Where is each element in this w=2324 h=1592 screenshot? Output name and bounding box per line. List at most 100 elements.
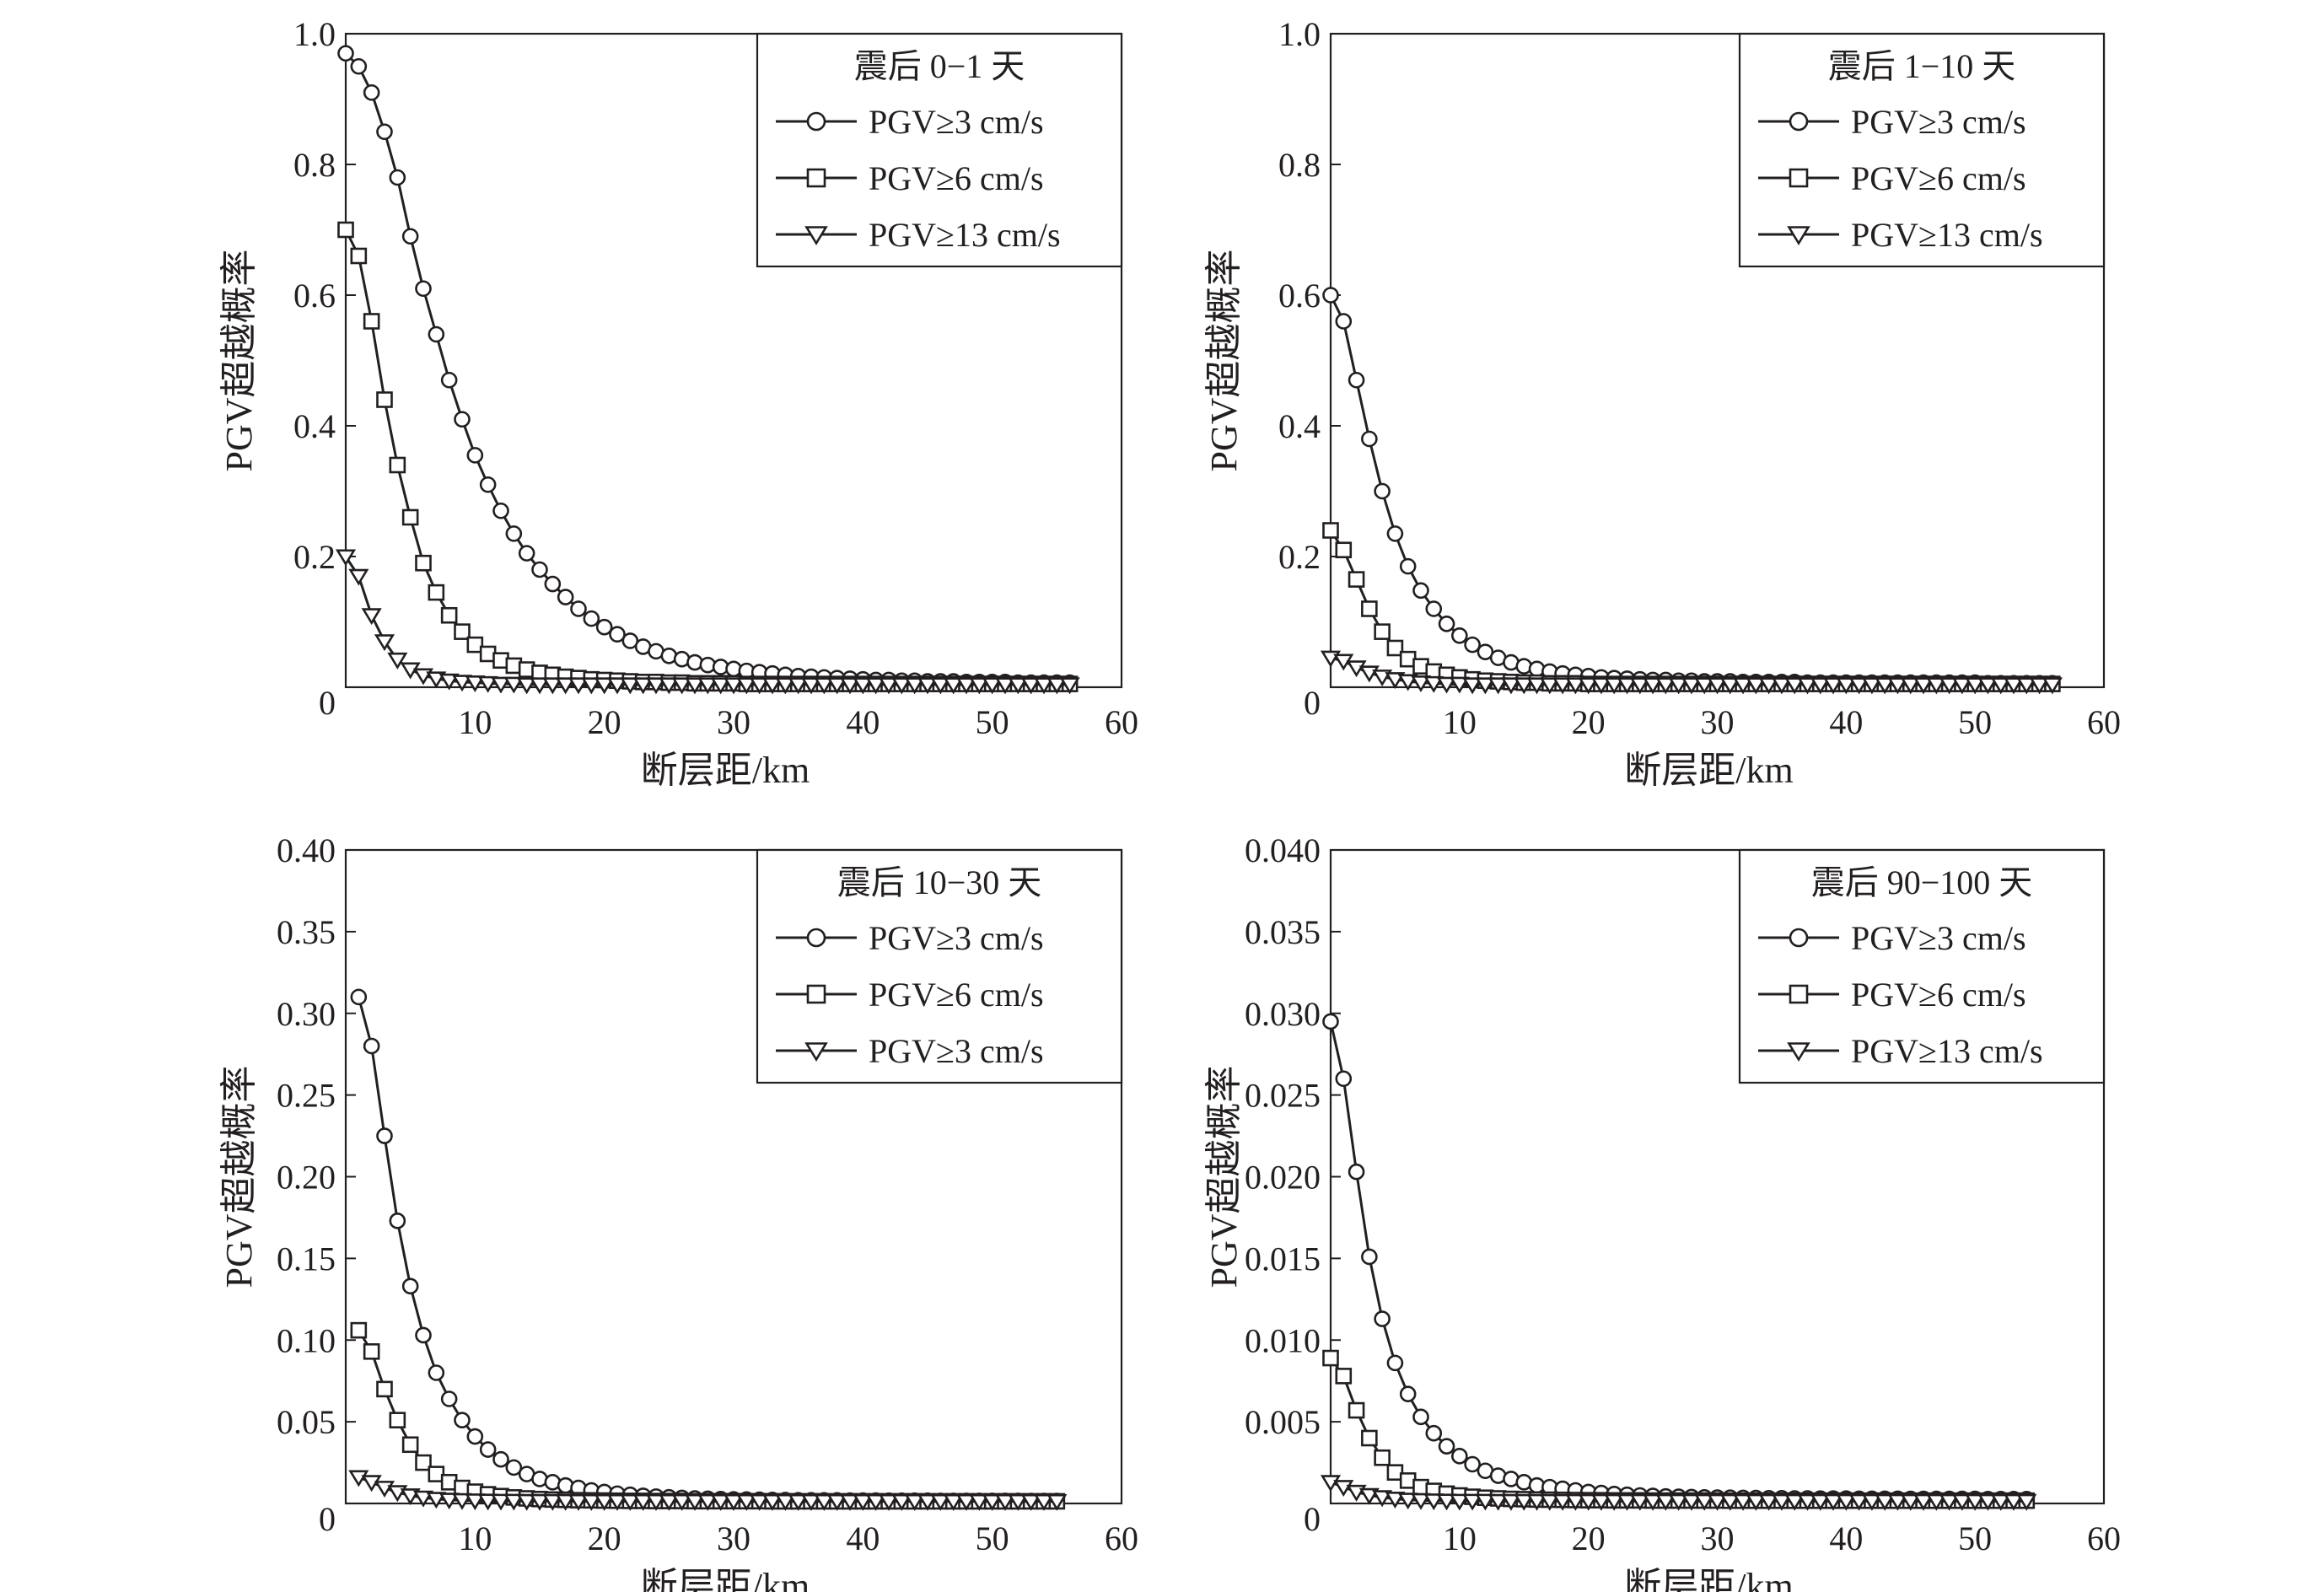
data-point [1324,1014,1338,1029]
data-point [390,1213,405,1228]
y-tick-label: 0.005 [1245,1403,1321,1441]
data-point [390,1413,405,1428]
series-circle [1324,1014,2034,1506]
legend-entry-label: PGV≥6 cm/s [869,159,1044,197]
y-tick-label: 0 [319,684,336,722]
legend-marker-square [808,986,825,1003]
y-tick-label: 0.10 [277,1321,336,1359]
legend-title: 震后 1−10 天 [1828,47,2016,85]
data-point [1439,616,1454,631]
data-point [1452,628,1466,643]
data-point [558,1478,573,1492]
data-point [352,1323,366,1337]
y-tick-label: 1.0 [293,15,336,53]
legend-entry-label: PGV≥13 cm/s [869,216,1061,254]
y-tick-label: 0.35 [277,913,336,951]
y-tick-label: 0 [1304,1500,1321,1538]
data-point [1324,524,1338,538]
x-tick-label: 50 [976,703,1009,741]
data-point [468,448,482,462]
x-tick-label: 40 [1829,1519,1863,1557]
data-point [364,1344,379,1358]
data-point [417,282,431,296]
data-point [390,458,405,472]
data-point [455,412,470,427]
data-point [1375,1450,1390,1465]
y-tick-label: 0.6 [1278,277,1321,315]
data-point [1375,625,1390,639]
legend-marker-square [808,169,825,186]
legend-marker-circle [1790,929,1807,946]
data-point [442,373,456,387]
data-point [364,1039,379,1053]
y-tick-label: 0.30 [277,995,336,1033]
x-axis-label: 断层距/km [641,750,810,791]
legend: 震后 90−100 天PGV≥3 cm/sPGV≥6 cm/sPGV≥13 cm… [1740,850,2104,1083]
y-axis-label: PGV超越概率 [218,1065,260,1288]
data-point [339,223,353,237]
x-tick-label: 40 [846,1519,880,1557]
legend-marker-circle [808,929,825,946]
data-point [352,249,366,263]
y-tick-label: 0.25 [277,1077,336,1115]
x-tick-label: 40 [1829,703,1863,741]
data-point [417,1328,431,1342]
data-point [1362,1431,1376,1445]
x-tick-label: 10 [458,703,492,741]
data-point [403,1438,417,1452]
data-point [378,125,392,139]
legend-marker-circle [1790,113,1807,130]
x-tick-label: 30 [1701,1519,1735,1557]
data-point [352,59,366,73]
data-point [1337,315,1351,329]
data-point [442,1392,456,1406]
data-point [1413,584,1428,598]
legend-entry-label: PGV≥3 cm/s [1851,103,2026,141]
y-tick-label: 0.2 [293,538,336,576]
y-tick-label: 0.15 [277,1240,336,1277]
legend-entry-label: PGV≥3 cm/s [869,103,1044,141]
legend-title: 震后 10−30 天 [837,863,1042,901]
data-point [364,85,379,100]
data-point [533,562,547,577]
data-point [507,526,521,541]
data-point [1452,1449,1466,1463]
legend-entry-label: PGV≥3 cm/s [1851,919,2026,957]
legend-entry-label: PGV≥13 cm/s [1851,216,2043,254]
x-tick-label: 50 [976,1519,1009,1557]
x-tick-label: 40 [846,703,880,741]
x-axis-label: 断层距/km [1624,750,1793,791]
x-tick-label: 20 [1572,703,1606,741]
x-tick-label: 20 [588,703,621,741]
data-point [584,611,599,626]
data-point [1401,559,1415,573]
data-point [519,546,534,561]
data-point [352,990,366,1004]
data-point [481,1443,495,1457]
data-point [546,577,560,591]
x-tick-label: 50 [1958,703,1992,741]
x-tick-label: 60 [2087,1519,2121,1557]
series-circle [1324,288,2060,691]
legend-entry-label: PGV≥3 cm/s [869,1032,1044,1070]
legend-marker-circle [808,113,825,130]
data-point [390,170,405,185]
data-point [351,570,368,584]
legend: 震后 0−1 天PGV≥3 cm/sPGV≥6 cm/sPGV≥13 cm/s [757,34,1122,266]
data-point [1362,1250,1376,1264]
x-tick-label: 60 [1105,1519,1138,1557]
data-point [1427,602,1441,616]
data-point [1349,373,1364,387]
x-tick-label: 60 [2087,703,2121,741]
x-tick-label: 30 [1701,703,1735,741]
chart-panel-1: 10 20 30 40 50 60 0 0.2 0.4 0.6 0.8 1.0 断层距/km PGV超越概… [218,15,1138,791]
data-point [429,1366,444,1380]
data-point [1439,1439,1454,1454]
legend-title: 震后 90−100 天 [1811,863,2033,901]
chart-panel-2: 10 20 30 40 50 6000.20.40.60.81.0断层距/kmPGV超越概… [1203,15,2121,791]
legend-entry-label: PGV≥6 cm/s [1851,159,2026,197]
chart-panel-3: 10 20 30 40 50 60 0 0.05 0.10 0.15 0.20 0.25 0.30 0.3… [218,831,1138,1592]
y-tick-label: 0.4 [1278,407,1321,445]
data-point [1349,573,1364,587]
